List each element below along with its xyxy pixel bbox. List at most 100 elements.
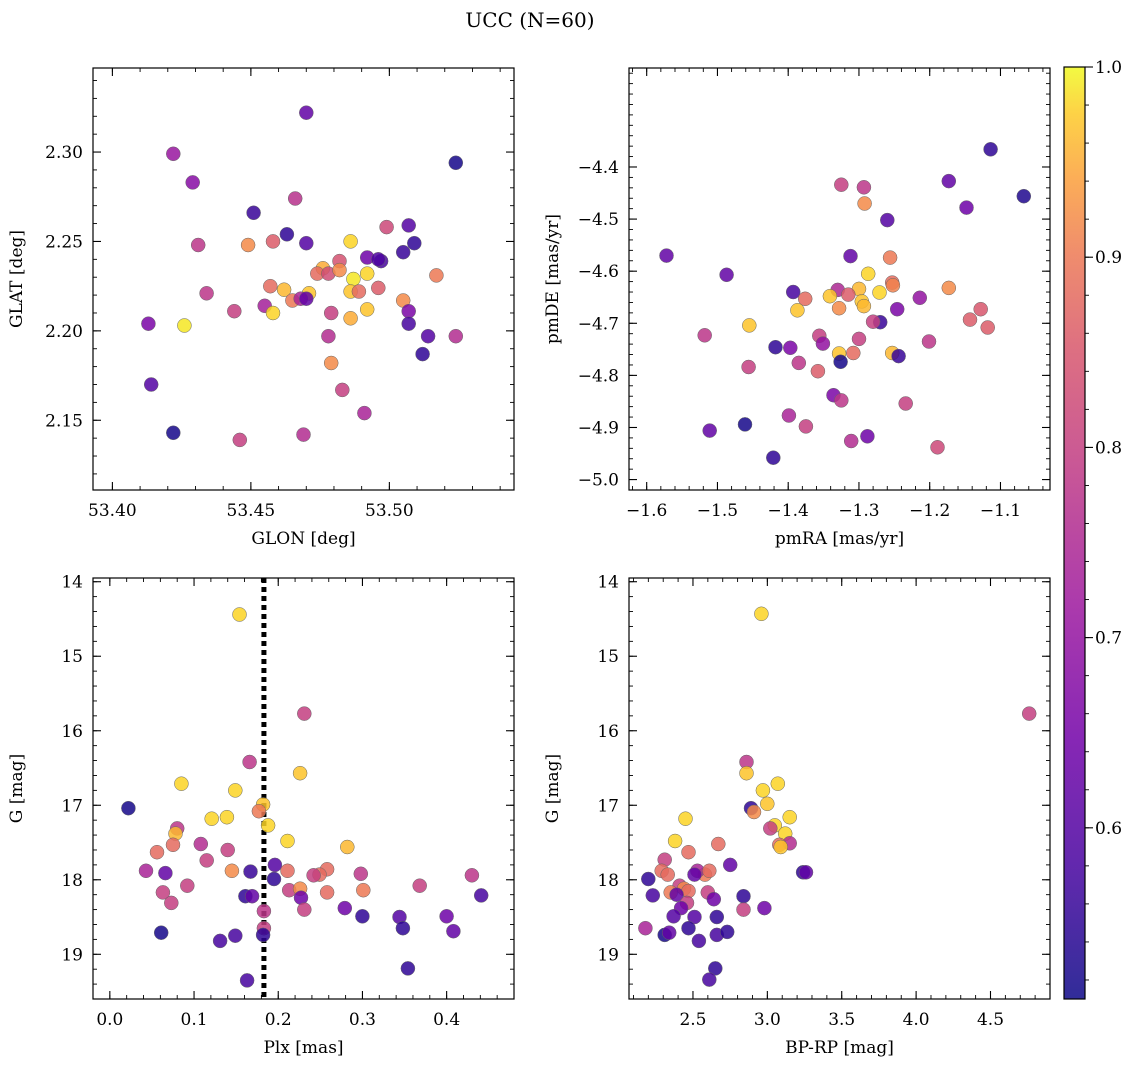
scatter-point bbox=[351, 284, 367, 299]
scatter-point bbox=[121, 800, 136, 816]
y-axis-label: GLAT [deg] bbox=[7, 230, 27, 328]
scatter-point bbox=[660, 867, 675, 882]
x-tick-label: 0.2 bbox=[265, 1010, 292, 1030]
y-tick-label: 15 bbox=[61, 647, 83, 667]
scatter-point bbox=[1021, 706, 1037, 721]
scatter-point bbox=[228, 783, 243, 798]
scatter-point bbox=[798, 419, 814, 434]
scatter-point bbox=[297, 902, 312, 917]
scatter-point bbox=[319, 885, 335, 900]
x-axis-label: pmRA [mas/yr] bbox=[775, 529, 904, 549]
scatter-point bbox=[1016, 188, 1032, 204]
axes-frame bbox=[628, 577, 1051, 1000]
scatter-point bbox=[959, 200, 974, 215]
scatter-point bbox=[736, 902, 751, 917]
colorbar-tick-label: 1.0 bbox=[1095, 58, 1122, 78]
scatter-point bbox=[768, 339, 783, 355]
scatter-point bbox=[980, 320, 995, 335]
x-tick-label: 0.4 bbox=[433, 1010, 460, 1030]
figure-title: UCC (N=60) bbox=[465, 8, 594, 32]
y-tick-label: −4.4 bbox=[578, 158, 619, 178]
y-tick-label: 19 bbox=[597, 945, 619, 965]
scatter-point bbox=[930, 440, 945, 455]
scatter-point bbox=[299, 105, 314, 120]
scatter-point bbox=[783, 340, 798, 356]
scatter-point bbox=[983, 142, 998, 157]
scatter-point bbox=[856, 180, 872, 195]
scatter-point bbox=[412, 878, 427, 893]
y-tick-label: 14 bbox=[597, 573, 619, 593]
x-tick-label: 0.3 bbox=[349, 1010, 376, 1030]
colorbar: 0.6 0.7 0.8 0.9 1.0 bbox=[1063, 58, 1122, 1000]
y-axis-label: pmDE [mas/yr] bbox=[543, 214, 563, 344]
scatter-point bbox=[702, 863, 717, 879]
y-tick-label: 2.15 bbox=[45, 411, 83, 431]
x-tick-label: −1.5 bbox=[697, 501, 738, 521]
scatter-point bbox=[782, 809, 797, 825]
y-tick-label: 16 bbox=[597, 722, 619, 742]
scatter-point bbox=[193, 836, 209, 852]
scatter-point bbox=[343, 234, 358, 249]
scatter-point bbox=[401, 218, 416, 233]
scatter-point bbox=[889, 301, 905, 317]
scatter-point bbox=[371, 252, 386, 267]
scatter-point bbox=[297, 706, 312, 721]
y-tick-label: −4.5 bbox=[578, 210, 619, 230]
scatter-point bbox=[666, 909, 681, 924]
axes-frame bbox=[628, 67, 1051, 491]
scatter-point bbox=[155, 885, 171, 900]
colorbar-tick-label: 0.8 bbox=[1095, 438, 1122, 458]
x-tick-label: 0.0 bbox=[96, 1010, 123, 1030]
scatter-point bbox=[448, 328, 464, 344]
x-axis-label: GLON [deg] bbox=[251, 529, 355, 549]
scatter-point bbox=[415, 346, 430, 362]
scatter-point bbox=[420, 328, 436, 344]
scatter-point bbox=[323, 305, 339, 321]
scatter-point bbox=[379, 219, 394, 235]
scatter-point bbox=[359, 266, 375, 281]
colorbar-frame bbox=[1063, 66, 1086, 1000]
scatter-point bbox=[256, 903, 272, 919]
scatter-point bbox=[741, 359, 756, 375]
scatter-point bbox=[280, 833, 295, 849]
panel-proper-motion: −1.6 −1.5 −1.4 −1.3 −1.2 −1.1 −5.0 −4.9 −4.8 −4.7… bbox=[543, 67, 1051, 549]
scatter-point bbox=[702, 972, 717, 987]
scatter-point bbox=[199, 286, 214, 301]
scatter-point bbox=[798, 865, 814, 880]
scatter-point bbox=[773, 839, 788, 855]
scatter-point bbox=[815, 336, 831, 351]
y-tick-label: 17 bbox=[597, 796, 619, 816]
scatter-point bbox=[843, 248, 858, 264]
scatter-point bbox=[174, 776, 189, 791]
scatter-point bbox=[212, 933, 228, 949]
scatter-point bbox=[719, 924, 735, 940]
scatter-point bbox=[882, 250, 898, 265]
scatter-point bbox=[856, 298, 872, 314]
scatter-point bbox=[204, 811, 219, 826]
scatter-point bbox=[810, 363, 826, 379]
scatter-point bbox=[299, 291, 314, 306]
scatter-point bbox=[722, 857, 738, 873]
scatter-point bbox=[681, 844, 696, 860]
scatter-point bbox=[337, 900, 353, 916]
scatter-point bbox=[962, 312, 978, 327]
scatter-point bbox=[190, 237, 206, 253]
y-tick-label: 2.30 bbox=[45, 143, 83, 163]
scatter-point bbox=[321, 328, 336, 344]
scatter-point bbox=[638, 920, 653, 936]
scatter-point bbox=[719, 267, 734, 283]
scatter-point bbox=[841, 287, 856, 302]
scatter-point bbox=[834, 393, 849, 408]
scatter-point bbox=[831, 300, 847, 316]
points-group bbox=[141, 105, 464, 448]
scatter-point bbox=[177, 318, 192, 333]
y-tick-label: 2.20 bbox=[45, 322, 83, 342]
scatter-point bbox=[641, 871, 656, 887]
scatter-point bbox=[851, 331, 867, 347]
scatter-point bbox=[400, 961, 416, 976]
scatter-point bbox=[833, 354, 848, 370]
scatter-point bbox=[860, 266, 876, 282]
scatter-point bbox=[912, 290, 928, 306]
scatter-point bbox=[266, 871, 282, 887]
scatter-point bbox=[736, 888, 751, 904]
